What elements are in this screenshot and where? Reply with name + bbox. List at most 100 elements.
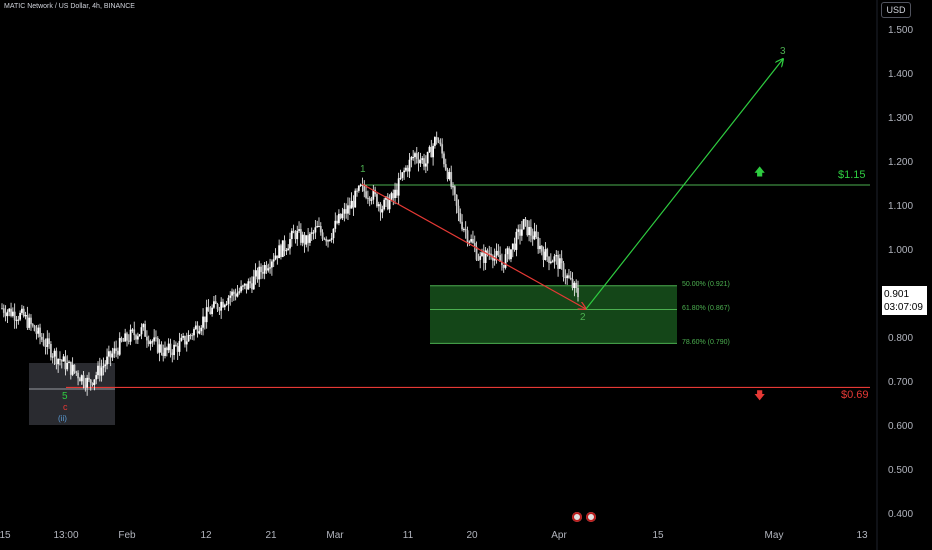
candle-body [55, 350, 58, 365]
candle-body [142, 324, 145, 328]
candle-body [510, 249, 512, 260]
candle-body [357, 185, 360, 191]
last-price-badge: 0.901 03:07:09 [881, 285, 928, 316]
candle-body [443, 153, 445, 165]
wave-label-2: 2 [580, 312, 586, 323]
candle-body [549, 261, 552, 263]
currency-button[interactable]: USD [881, 2, 911, 18]
candle-body [270, 261, 273, 268]
candle-body [408, 159, 411, 172]
down-arrow-icon: 🡇 [754, 390, 766, 402]
candle-body [102, 366, 105, 368]
time-axis-label: 12 [200, 530, 212, 541]
candle-body [120, 338, 123, 341]
candle-body [343, 209, 346, 214]
time-axis-label: 21 [265, 530, 277, 541]
candle-body [473, 242, 476, 247]
candle-body [124, 333, 127, 342]
candle-body [86, 377, 89, 388]
target-label-up: $1.15 [838, 169, 866, 181]
candle-body [100, 367, 103, 376]
candle-body [319, 226, 322, 233]
candle-body [464, 229, 467, 231]
price-axis-label: 1.500 [888, 25, 914, 36]
candle-body [4, 312, 7, 317]
time-axis-label: 15 [0, 530, 11, 541]
time-axis-label: 15 [652, 530, 664, 541]
candle-body [173, 344, 175, 356]
candle-body [423, 158, 425, 167]
price-axis-label: 1.100 [888, 201, 914, 212]
wave-label-ii: (ii) [58, 414, 67, 423]
candle-body [10, 308, 12, 316]
candle-body [294, 233, 297, 240]
candle-body [499, 255, 502, 262]
candle-body [82, 375, 85, 385]
candle-body [287, 248, 290, 251]
candle-body [194, 325, 197, 330]
candle-body [446, 169, 449, 180]
candle-body [223, 304, 226, 308]
candle-body [339, 213, 342, 219]
candle-body [490, 253, 492, 257]
candle-body [176, 346, 179, 352]
candle-body [531, 235, 534, 240]
candle-body [356, 190, 358, 192]
candle-body [28, 317, 31, 328]
candle-body [338, 213, 340, 224]
candle-body [428, 146, 431, 152]
candle-body [365, 191, 367, 198]
candle-body [448, 172, 451, 180]
candle-body [321, 232, 324, 239]
candle-body [1, 308, 3, 310]
candle-body [571, 279, 574, 288]
candle-body [488, 253, 491, 255]
wave-2-projection-arrow [361, 183, 586, 309]
time-axis-label: Feb [118, 530, 136, 541]
candle-body [207, 307, 210, 312]
candle-body [468, 241, 471, 243]
candle-body [508, 248, 511, 260]
candle-body [263, 265, 266, 274]
candle-body [354, 190, 357, 208]
candle-body [44, 345, 47, 347]
candle-body [475, 246, 478, 260]
candle-body [305, 235, 308, 245]
candle-body [115, 348, 118, 351]
candle-body [562, 263, 565, 278]
candle-body [296, 230, 299, 240]
candle-body [495, 250, 498, 256]
candle-body [517, 229, 520, 232]
candle-body [144, 324, 146, 337]
candle-body [417, 158, 420, 164]
candle-body [11, 311, 14, 316]
candle-body [135, 335, 137, 340]
dividend-event-icon[interactable] [586, 512, 596, 522]
candle-body [88, 377, 90, 380]
candle-body [426, 151, 429, 164]
candle-body [392, 193, 395, 199]
candle-body [129, 329, 132, 342]
candle-body [98, 365, 101, 376]
candle-body [421, 158, 424, 161]
price-axis-label: 0.700 [888, 377, 914, 388]
candle-body [118, 338, 121, 355]
candle-body [504, 254, 507, 268]
earnings-event-icon[interactable] [572, 512, 582, 522]
candle-body [515, 231, 518, 250]
candle-body [122, 340, 125, 342]
candle-body [542, 251, 545, 260]
candle-body [187, 335, 190, 342]
candle-body [564, 277, 567, 279]
candle-body [401, 172, 404, 178]
candle-body [24, 314, 27, 317]
candle-body [347, 205, 349, 214]
candle-body [93, 379, 96, 386]
candle-body [156, 337, 159, 353]
candle-body [106, 356, 108, 365]
candle-body [348, 205, 351, 209]
candle-body [155, 337, 157, 339]
candle-body [196, 325, 199, 334]
candle-body [153, 337, 156, 342]
